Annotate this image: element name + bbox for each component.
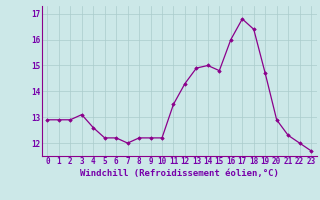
X-axis label: Windchill (Refroidissement éolien,°C): Windchill (Refroidissement éolien,°C) [80,169,279,178]
